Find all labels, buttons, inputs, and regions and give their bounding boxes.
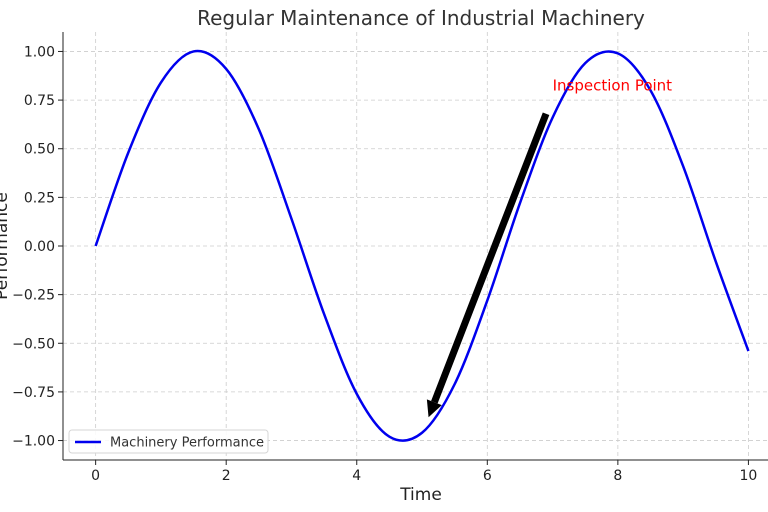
- legend-label: Machinery Performance: [110, 436, 264, 451]
- series-line-machinery-performance: [94, 49, 750, 442]
- annotation-arrow-head: [426, 399, 442, 418]
- grid: [63, 32, 768, 460]
- y-tick-label: 0.25: [24, 190, 55, 206]
- y-tick-label: 1.00: [24, 44, 55, 60]
- y-tick-label: −0.75: [12, 385, 55, 401]
- ticks: 0 2 4 6 8 10 1.00 0.75 0.50 0.25 0.00 −0.25 −0.50 −0.…: [12, 44, 757, 484]
- x-axis-title: Time: [399, 485, 442, 505]
- annotation-label: Inspection Point: [553, 76, 673, 94]
- x-tick-label: 2: [222, 468, 231, 484]
- y-tick-label: −0.50: [12, 336, 55, 352]
- annotation-arrow-shaft: [431, 112, 550, 404]
- y-axis-title: Performance: [0, 192, 12, 300]
- y-tick-label: 0.75: [24, 93, 55, 109]
- x-tick-label: 0: [91, 468, 100, 484]
- annotation-layer: Inspection Point: [426, 76, 673, 418]
- y-tick-label: 0.50: [24, 142, 55, 158]
- y-tick-label: −1.00: [12, 434, 55, 450]
- y-tick-label: 0.00: [24, 239, 55, 255]
- legend-box: [68, 429, 269, 454]
- x-tick-label: 8: [613, 468, 622, 484]
- chart-title: Regular Maintenance of Industrial Machin…: [197, 6, 645, 30]
- x-tick-label: 10: [740, 468, 758, 484]
- x-tick-label: 6: [483, 468, 492, 484]
- series-layer: [94, 49, 750, 442]
- x-tick-label: 4: [352, 468, 361, 484]
- y-tick-label: −0.25: [12, 288, 55, 304]
- legend: Machinery Performance: [68, 429, 269, 454]
